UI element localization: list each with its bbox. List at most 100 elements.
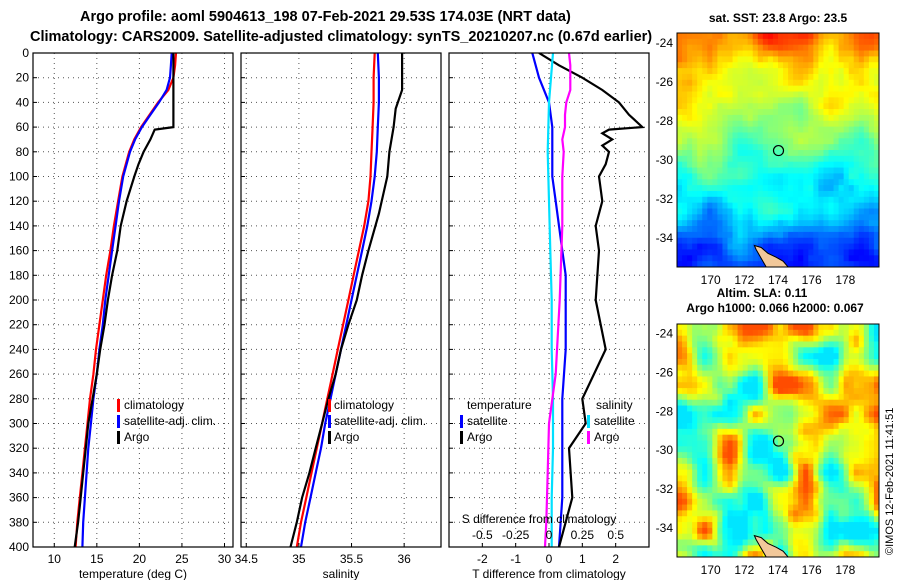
map-cell (707, 440, 713, 447)
map-cell (687, 411, 693, 418)
map-cell (803, 492, 809, 500)
map-cell (813, 533, 819, 541)
map-cell (813, 522, 819, 529)
map-cell (798, 329, 804, 337)
map-cell (783, 85, 789, 93)
map-cell (803, 62, 809, 69)
map-cell (833, 202, 840, 210)
map-cell (813, 492, 819, 500)
map-cell (818, 44, 825, 52)
map-cell (863, 393, 870, 401)
map-cell (762, 382, 769, 389)
map-cell (677, 434, 683, 442)
map-cell (843, 504, 850, 511)
map-cell (742, 126, 749, 134)
map-cell (707, 68, 713, 75)
map-cell (853, 388, 860, 395)
map-cell (677, 155, 683, 163)
map-cell (732, 155, 739, 163)
map-cell (873, 487, 879, 494)
map-cell (838, 255, 845, 262)
map-cell (808, 97, 814, 104)
map-cell (868, 50, 875, 57)
map-cell (712, 196, 718, 204)
map-cell (772, 150, 779, 157)
map-cell (858, 231, 865, 239)
map-cell (813, 347, 819, 354)
map-cell (692, 388, 698, 395)
map-cell (778, 516, 784, 523)
map-cell (873, 62, 879, 69)
map-cell (828, 329, 835, 337)
map-cell (707, 167, 713, 174)
map-cell (813, 388, 819, 395)
map-cell (682, 56, 688, 63)
map-cell (853, 533, 860, 541)
map-cell (868, 324, 875, 331)
map-cell (697, 434, 703, 442)
map-cell (833, 161, 840, 169)
map-cell (833, 370, 840, 378)
map-cell (702, 335, 708, 343)
map-cell (823, 510, 830, 517)
map-cell (783, 185, 789, 192)
map-cell (682, 545, 688, 552)
map-cell (868, 417, 875, 424)
map-cell (863, 469, 870, 477)
map-cell (793, 463, 799, 471)
map-cell (712, 539, 718, 546)
map-cell (682, 214, 688, 221)
map-cell (732, 335, 739, 343)
map-cell (803, 202, 809, 210)
map-cell (707, 522, 713, 529)
map-cell (722, 428, 729, 436)
map-cell (813, 510, 819, 517)
map-cell (868, 120, 875, 128)
map-cell (747, 469, 754, 477)
map-cell (788, 498, 794, 506)
map-cell (772, 405, 779, 412)
map-cell (682, 132, 688, 139)
map-cell (712, 33, 718, 40)
map-cell (747, 103, 754, 110)
map-cell (752, 255, 759, 262)
map-cell (798, 463, 804, 471)
map-cell (868, 522, 875, 529)
map-cell (778, 243, 784, 251)
map-cell (727, 155, 734, 163)
map-cell (788, 85, 794, 93)
map-cell (697, 423, 703, 430)
map-cell (692, 393, 698, 401)
map-cell (702, 132, 708, 139)
map-cell (712, 353, 718, 360)
map-cell (808, 353, 814, 360)
map-cell (772, 382, 779, 389)
map-cell (682, 208, 688, 215)
map-cell (808, 62, 814, 69)
map-cell (808, 347, 814, 354)
map-cell (838, 202, 845, 210)
map-cell (742, 551, 749, 557)
map-cell (752, 452, 759, 459)
map-cell (778, 132, 784, 139)
map-cell (752, 132, 759, 139)
map-cell (793, 38, 799, 46)
map-cell (767, 347, 774, 354)
map-cell (778, 161, 784, 169)
map-cell (762, 527, 769, 535)
map-cell (752, 167, 759, 174)
map-cell (828, 423, 835, 430)
map-cell (762, 103, 769, 110)
map-cell (752, 399, 759, 407)
map-cell (838, 498, 845, 506)
map-cell (712, 440, 718, 447)
map-cell (757, 370, 764, 378)
map-cell (762, 226, 769, 233)
map-cell (833, 231, 840, 239)
map-cell (843, 196, 850, 204)
map-cell (767, 62, 774, 69)
map-cell (813, 516, 819, 523)
map-cell (873, 85, 879, 93)
map-cell (747, 539, 754, 546)
map-cell (697, 335, 703, 343)
